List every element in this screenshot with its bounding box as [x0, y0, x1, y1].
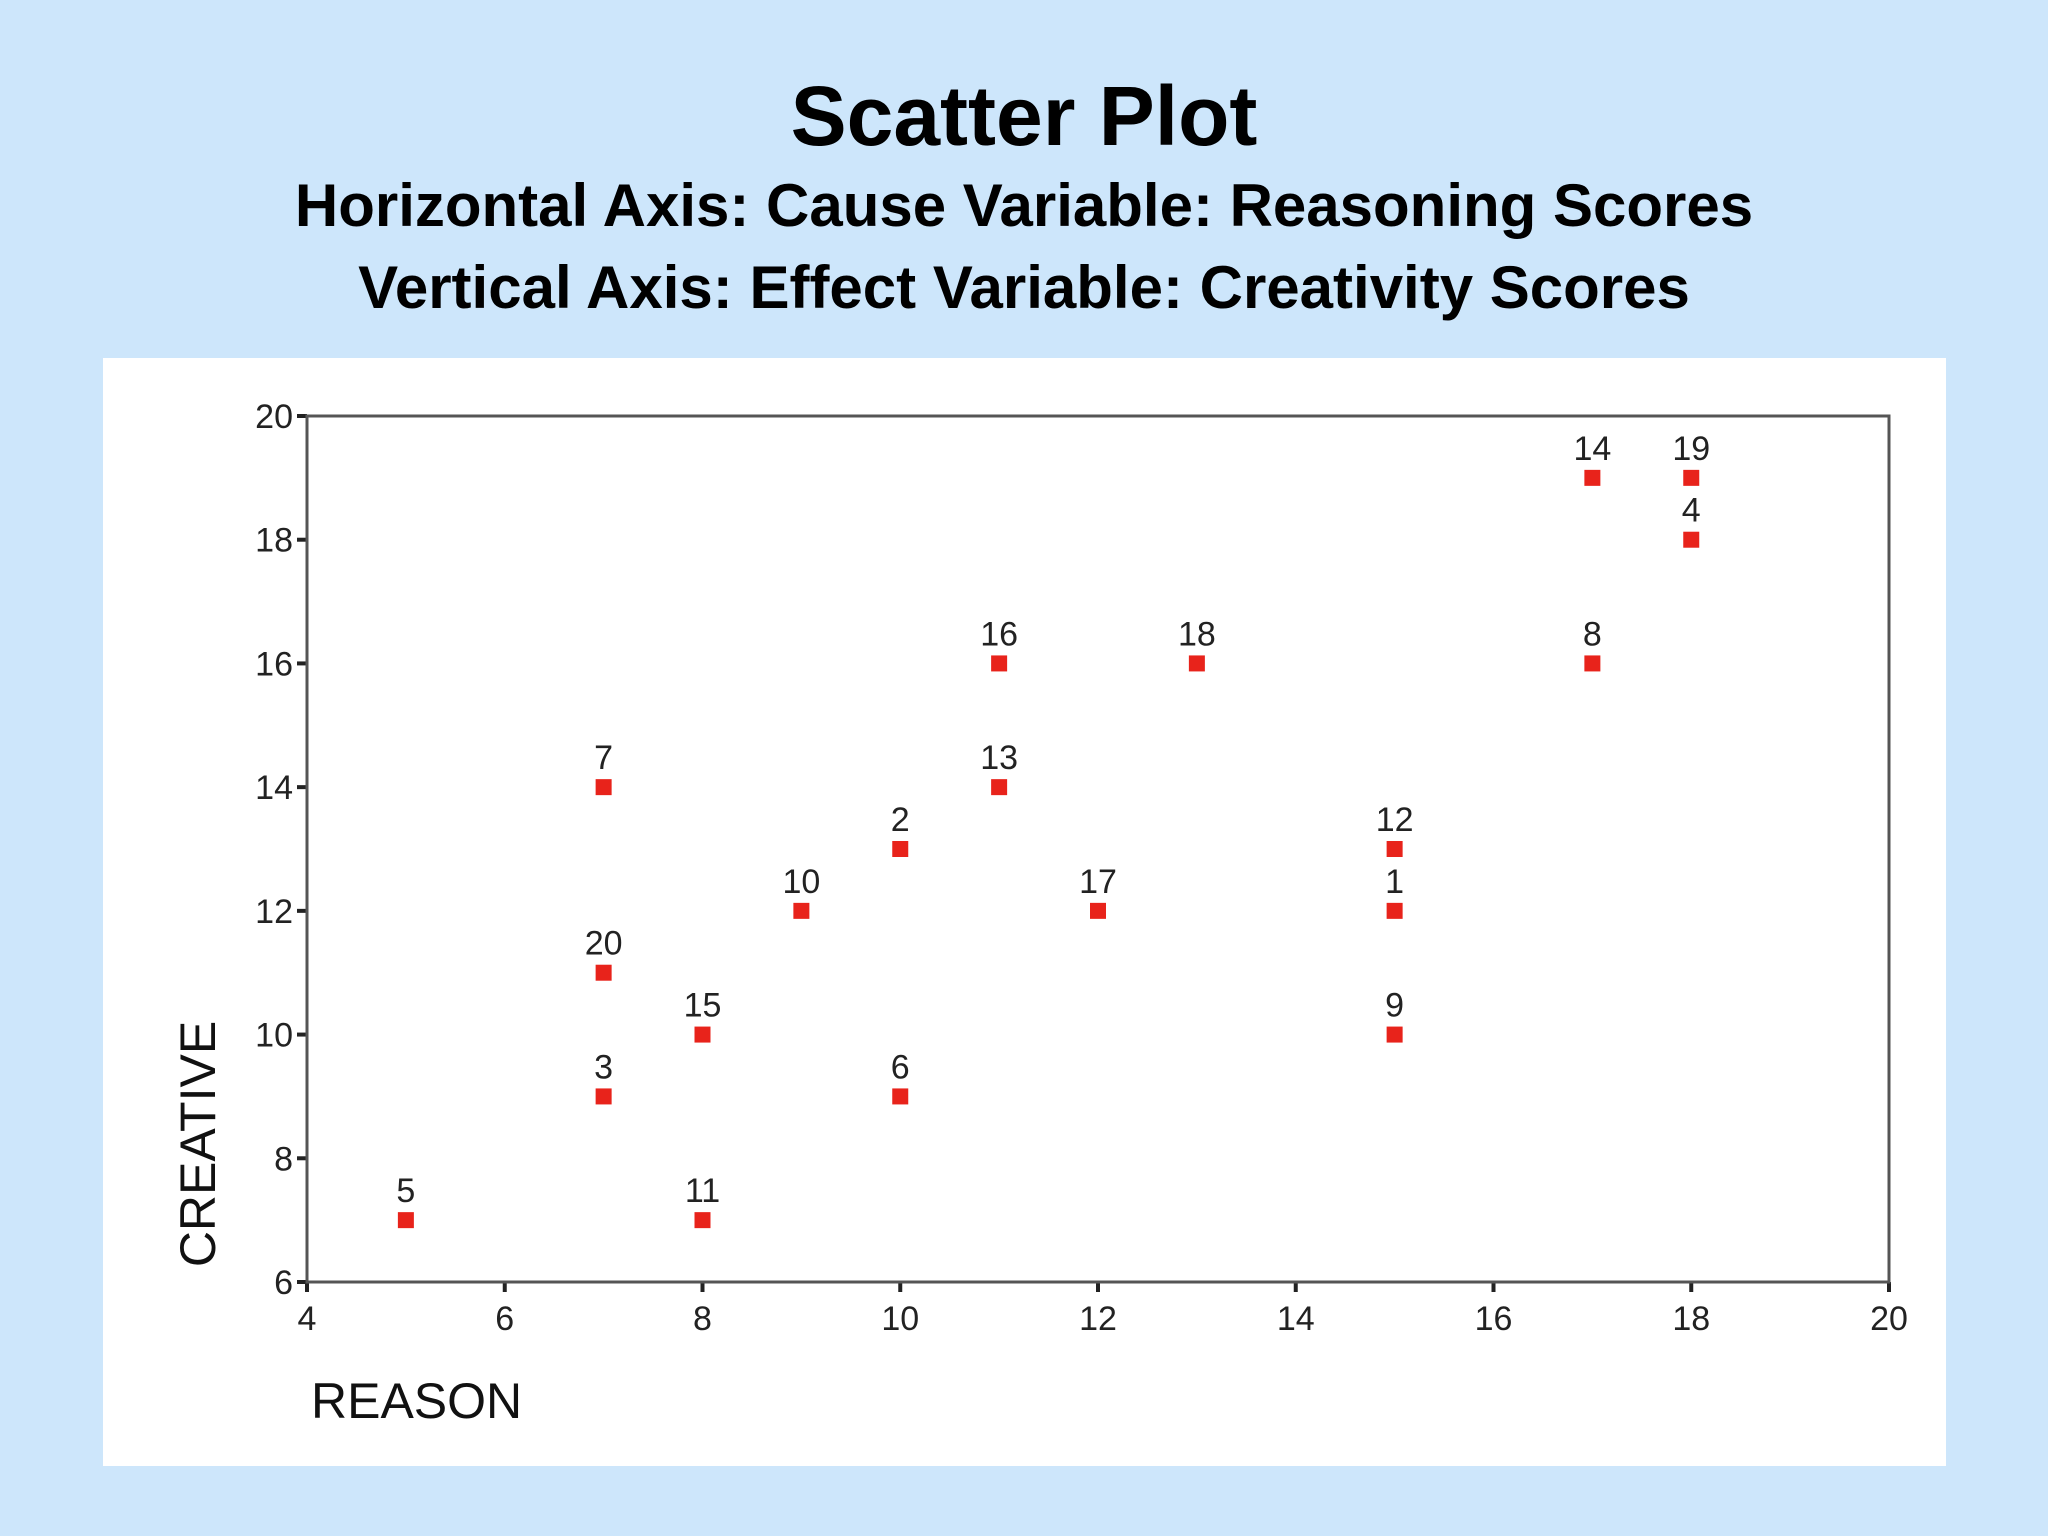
data-point-label: 14 — [1573, 430, 1611, 468]
y-axis-title: CREATIVE — [170, 1021, 226, 1267]
data-point-label: 1 — [1385, 863, 1404, 901]
data-point-label: 6 — [891, 1048, 910, 1086]
x-tick-label: 4 — [298, 1300, 317, 1338]
data-point-label: 5 — [396, 1172, 415, 1210]
y-tick-label: 20 — [255, 398, 293, 436]
data-point-label: 2 — [891, 801, 910, 839]
plot-frame — [305, 414, 1891, 1284]
x-tick-label: 12 — [1079, 1300, 1117, 1338]
data-point-label: 4 — [1682, 492, 1701, 530]
data-point — [595, 1088, 612, 1105]
data-point — [1584, 469, 1601, 486]
data-point-label: 11 — [685, 1172, 720, 1210]
x-tick-label: 20 — [1870, 1300, 1908, 1338]
y-tick-label: 18 — [255, 522, 293, 560]
data-point — [1188, 655, 1205, 672]
data-point-label: 9 — [1385, 987, 1404, 1025]
data-point-label: 8 — [1583, 615, 1602, 653]
data-point — [595, 964, 612, 981]
data-point — [694, 1212, 711, 1229]
data-point — [1584, 655, 1601, 672]
data-point — [1386, 841, 1403, 857]
data-point-label: 7 — [594, 739, 613, 777]
data-point-label: 16 — [980, 615, 1018, 653]
y-tick-label: 6 — [274, 1264, 293, 1302]
data-point-label: 20 — [585, 925, 623, 963]
data-point — [595, 779, 612, 796]
data-point-label: 15 — [684, 987, 722, 1025]
data-point — [694, 1026, 711, 1043]
data-point-label: 13 — [980, 739, 1018, 777]
data-point — [892, 841, 909, 857]
data-point-label: 19 — [1672, 430, 1710, 468]
data-point — [1090, 902, 1106, 919]
subtitle-vertical-axis: Vertical Axis: Effect Variable: Creativi… — [358, 254, 1690, 321]
x-tick-label: 6 — [495, 1300, 514, 1338]
y-tick-label: 8 — [274, 1140, 293, 1178]
data-point-label: 10 — [782, 863, 820, 901]
data-point-label: 3 — [594, 1048, 613, 1086]
data-point-label: 12 — [1376, 801, 1414, 839]
data-point — [991, 779, 1008, 796]
slide-title: Scatter Plot — [790, 69, 1258, 163]
y-tick-label: 16 — [255, 645, 293, 683]
data-point — [1386, 1026, 1403, 1043]
data-point — [892, 1088, 909, 1105]
y-tick-label: 10 — [255, 1017, 293, 1055]
subtitle-horizontal-axis: Horizontal Axis: Cause Variable: Reasoni… — [294, 172, 1754, 239]
data-point-label: 17 — [1079, 863, 1117, 901]
x-tick-label: 18 — [1672, 1300, 1710, 1338]
x-axis-title: REASON — [311, 1373, 522, 1429]
data-point — [793, 902, 810, 919]
y-tick-label: 12 — [255, 893, 293, 931]
data-point-label: 18 — [1178, 615, 1216, 653]
data-point — [1386, 902, 1403, 919]
x-tick-label: 8 — [693, 1300, 712, 1338]
data-point — [991, 655, 1008, 672]
data-point — [1683, 469, 1700, 486]
data-point — [1683, 531, 1700, 548]
y-tick-label: 14 — [255, 769, 293, 807]
x-tick-label: 10 — [881, 1300, 919, 1338]
data-point — [397, 1212, 414, 1229]
x-tick-label: 14 — [1277, 1300, 1315, 1338]
x-tick-label: 16 — [1475, 1300, 1513, 1338]
